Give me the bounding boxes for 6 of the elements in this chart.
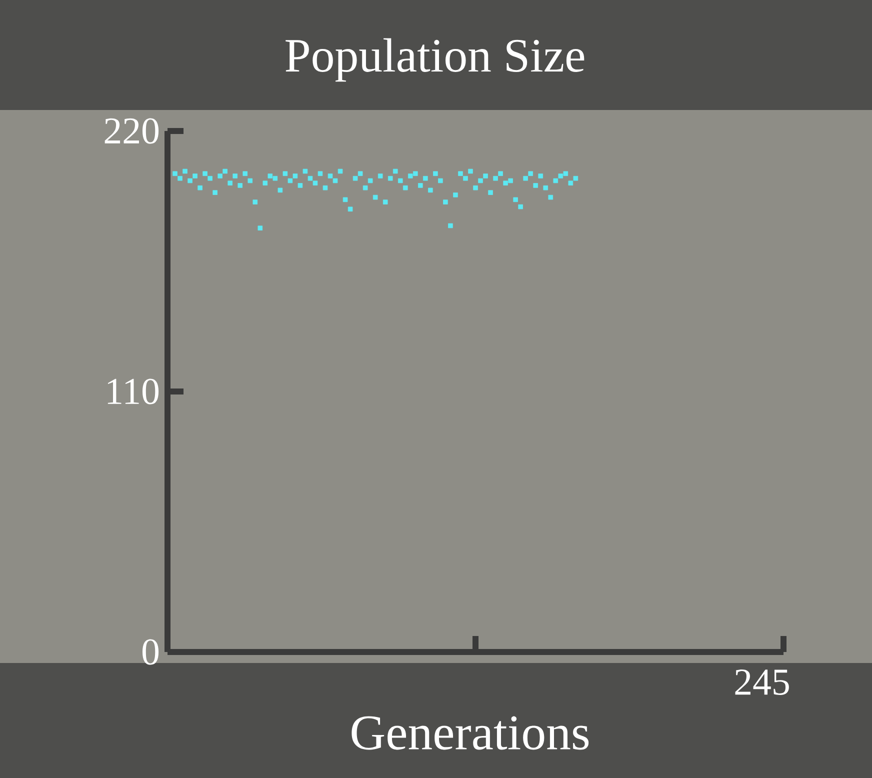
y-tick-label: 110 (108, 378, 159, 404)
chart-title: Population Size (286, 38, 584, 82)
y-tick-label: 220 (104, 118, 159, 144)
y-tick-label: 0 (142, 639, 159, 665)
text: 245 (735, 670, 789, 695)
x-axis-title: Generations (352, 716, 589, 750)
